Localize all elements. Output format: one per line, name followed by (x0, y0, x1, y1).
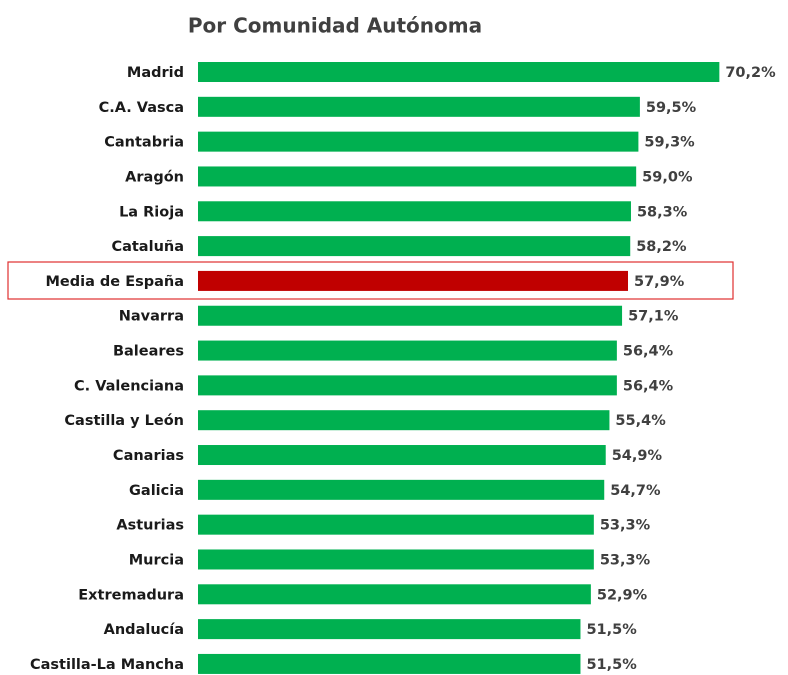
bar (198, 410, 610, 431)
category-label: Aragón (125, 169, 184, 185)
value-label: 55,4% (615, 413, 666, 429)
bar (198, 201, 631, 222)
bar (198, 62, 720, 82)
category-label: Castilla-La Mancha (30, 657, 184, 673)
category-label: Canarias (113, 448, 184, 464)
category-label: La Rioja (119, 204, 184, 220)
category-label: Media de España (45, 274, 184, 290)
value-label: 54,7% (610, 483, 661, 499)
value-label: 58,3% (637, 204, 688, 220)
category-label: Madrid (127, 65, 184, 81)
bar (198, 479, 605, 500)
category-label: Andalucía (104, 622, 184, 638)
bar (198, 445, 606, 466)
highlight-box (7, 261, 734, 300)
value-label: 57,1% (628, 309, 679, 325)
value-label: 51,5% (586, 622, 637, 638)
bar (198, 514, 594, 535)
bar (198, 549, 594, 570)
bar (198, 619, 581, 640)
bar (198, 236, 631, 257)
category-label: Castilla y León (64, 413, 184, 429)
value-label: 70,2% (725, 65, 776, 81)
value-label: 59,3% (644, 135, 695, 151)
value-label: 57,9% (634, 274, 685, 290)
category-label: Galicia (129, 483, 184, 499)
bar (198, 131, 639, 152)
category-label: Murcia (129, 552, 184, 568)
bar (198, 305, 623, 326)
category-label: Cataluña (111, 239, 184, 255)
chart-title: Por Comunidad Autónoma (188, 14, 482, 38)
bar (198, 270, 629, 291)
bar (198, 166, 637, 187)
value-label: 51,5% (586, 657, 637, 673)
category-label: C. Valenciana (74, 378, 184, 394)
bar (198, 375, 617, 396)
value-label: 56,4% (623, 344, 674, 360)
category-label: Navarra (119, 309, 184, 325)
bar (198, 653, 581, 674)
category-label: Baleares (113, 344, 184, 360)
bar (198, 584, 591, 605)
value-label: 56,4% (623, 378, 674, 394)
value-label: 59,0% (642, 169, 693, 185)
value-label: 52,9% (597, 587, 648, 603)
value-label: 58,2% (636, 239, 687, 255)
category-label: Extremadura (78, 587, 184, 603)
value-label: 53,3% (600, 518, 651, 534)
value-label: 59,5% (646, 100, 697, 116)
value-label: 54,9% (612, 448, 663, 464)
category-label: Asturias (116, 518, 184, 534)
category-label: C.A. Vasca (99, 100, 184, 116)
value-label: 53,3% (600, 552, 651, 568)
bar (198, 96, 640, 117)
bar (198, 340, 617, 361)
category-label: Cantabria (104, 135, 184, 151)
